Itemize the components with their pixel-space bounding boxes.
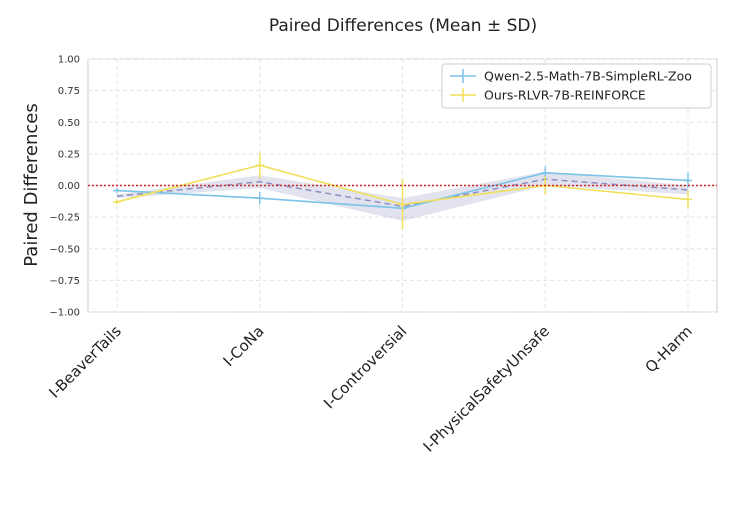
plot-area: 1.00 0.75 0.50 0.25 0.00 −0.25 −0.50 −0.75 −1.00…	[45, 55, 718, 456]
y-tick-label: −0.25	[49, 213, 80, 224]
legend-box	[441, 63, 712, 109]
mean-line	[116, 178, 689, 208]
x-tick-label: Q-Harm	[642, 322, 696, 376]
chart-title: Paired Differences (Mean ± SD)	[269, 16, 537, 36]
y-tick-label: 0.00	[58, 181, 80, 192]
legend-entry: Qwen-2.5-Math-7B-SimpleRL-Zoo	[484, 69, 692, 84]
y-tick-label: −0.75	[49, 276, 80, 287]
y-tick-label: 0.25	[58, 149, 80, 160]
y-tick-label: −1.00	[49, 308, 80, 319]
x-tick-label: I-BeaverTails	[45, 322, 125, 402]
legend-entry: Ours-RLVR-7B-REINFORCE	[484, 88, 646, 103]
x-tick-label: I-Controversial	[320, 322, 410, 412]
y-tick-label: −0.50	[49, 244, 80, 255]
x-tick-label: I-CoNa	[220, 322, 268, 370]
y-axis-label: Paired Differences	[21, 103, 42, 266]
y-tick-label: 1.00	[58, 55, 80, 66]
y-tick-label: 0.75	[58, 86, 80, 97]
y-tick-label: 0.50	[58, 118, 80, 129]
x-tick-label: I-PhysicalSafetyUnsafe	[420, 322, 554, 456]
legend: Qwen-2.5-Math-7B-SimpleRL-Zoo Ours-RLVR-7…	[441, 63, 712, 109]
